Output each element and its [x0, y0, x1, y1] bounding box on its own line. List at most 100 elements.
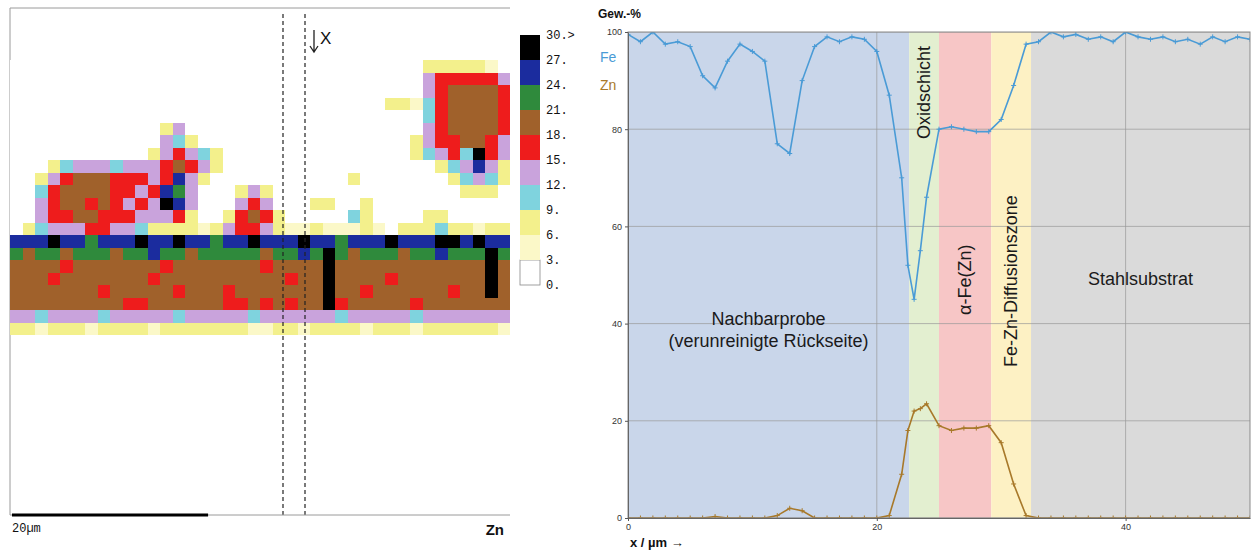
map-cell [185, 60, 198, 73]
map-cell [35, 248, 48, 261]
map-cell [248, 260, 261, 273]
map-cell [423, 298, 436, 311]
map-cell [35, 123, 48, 136]
map-cell [460, 323, 473, 336]
map-cell [373, 273, 386, 286]
map-cell [410, 98, 423, 111]
series-marker [713, 514, 718, 518]
map-cell [310, 248, 323, 261]
map-cell [23, 248, 36, 261]
map-cell [173, 85, 186, 98]
map-cell [323, 135, 336, 148]
map-cell [23, 173, 36, 186]
map-cell [298, 185, 311, 198]
map-cell [23, 323, 36, 336]
map-cell [235, 260, 248, 273]
profile-line [304, 14, 305, 515]
series-marker [688, 44, 693, 49]
map-cell [310, 135, 323, 148]
map-cell [348, 298, 361, 311]
map-cell [310, 223, 323, 236]
series-marker [775, 513, 780, 518]
map-cell [498, 123, 511, 136]
map-cell [23, 223, 36, 236]
map-cell [423, 123, 436, 136]
profile-arrow [310, 30, 318, 52]
plot-area [628, 32, 1250, 518]
map-cell [73, 160, 86, 173]
map-cell [60, 273, 73, 286]
map-cell [110, 323, 123, 336]
map-cell [185, 260, 198, 273]
region-label: Oxidschicht [914, 46, 934, 139]
map-cell [210, 110, 223, 123]
map-cell [373, 123, 386, 136]
map-cell [60, 323, 73, 336]
map-cell [398, 310, 411, 323]
map-cell [35, 173, 48, 186]
map-cell [173, 148, 186, 161]
map-cell [223, 173, 236, 186]
map-cell [223, 185, 236, 198]
map-cell [123, 123, 136, 136]
map-cell [260, 60, 273, 73]
map-cell [398, 273, 411, 286]
map-cell [160, 85, 173, 98]
map-cell [498, 260, 511, 273]
map-cell [335, 123, 348, 136]
series-marker [1173, 39, 1178, 44]
map-cell [35, 223, 48, 236]
series-marker [918, 248, 923, 253]
map-cell [110, 135, 123, 148]
map-cell [410, 235, 423, 248]
map-cell [110, 173, 123, 186]
map-cell [298, 60, 311, 73]
region [628, 32, 909, 518]
map-frame [10, 8, 510, 515]
map-cell [260, 285, 273, 298]
map-cell [260, 110, 273, 123]
map-cell [98, 310, 111, 323]
map-cell [310, 185, 323, 198]
map-cell [98, 210, 111, 223]
map-cell [173, 223, 186, 236]
map-cell [110, 198, 123, 211]
map-cell [285, 298, 298, 311]
map-cell [335, 285, 348, 298]
map-cell [185, 123, 198, 136]
map-cell [10, 210, 23, 223]
map-cell [310, 85, 323, 98]
map-cell [360, 210, 373, 223]
map-cell [135, 210, 148, 223]
color-bar-box [520, 35, 540, 60]
map-cell [85, 110, 98, 123]
map-cell [135, 223, 148, 236]
map-cell [335, 73, 348, 86]
map-cell [135, 235, 148, 248]
map-cell [173, 260, 186, 273]
series-marker [1210, 34, 1215, 39]
map-cell [298, 273, 311, 286]
map-cell [435, 223, 448, 236]
series-marker [725, 59, 730, 64]
map-cell [148, 135, 161, 148]
series-marker [800, 78, 805, 83]
map-cell [473, 285, 486, 298]
map-cell [48, 110, 61, 123]
map-cell [173, 160, 186, 173]
map-cell [35, 185, 48, 198]
map-cell [23, 298, 36, 311]
series-marker [974, 426, 979, 431]
legend-entry: Zn [600, 77, 616, 93]
map-cell [373, 73, 386, 86]
map-cell [260, 235, 273, 248]
map-cell [398, 123, 411, 136]
map-cell [73, 60, 86, 73]
map-cell [348, 273, 361, 286]
map-cell [435, 60, 448, 73]
map-cell [373, 310, 386, 323]
map-cell [223, 260, 236, 273]
map-cell [48, 123, 61, 136]
map-cell [223, 248, 236, 261]
map-cell [485, 198, 498, 211]
